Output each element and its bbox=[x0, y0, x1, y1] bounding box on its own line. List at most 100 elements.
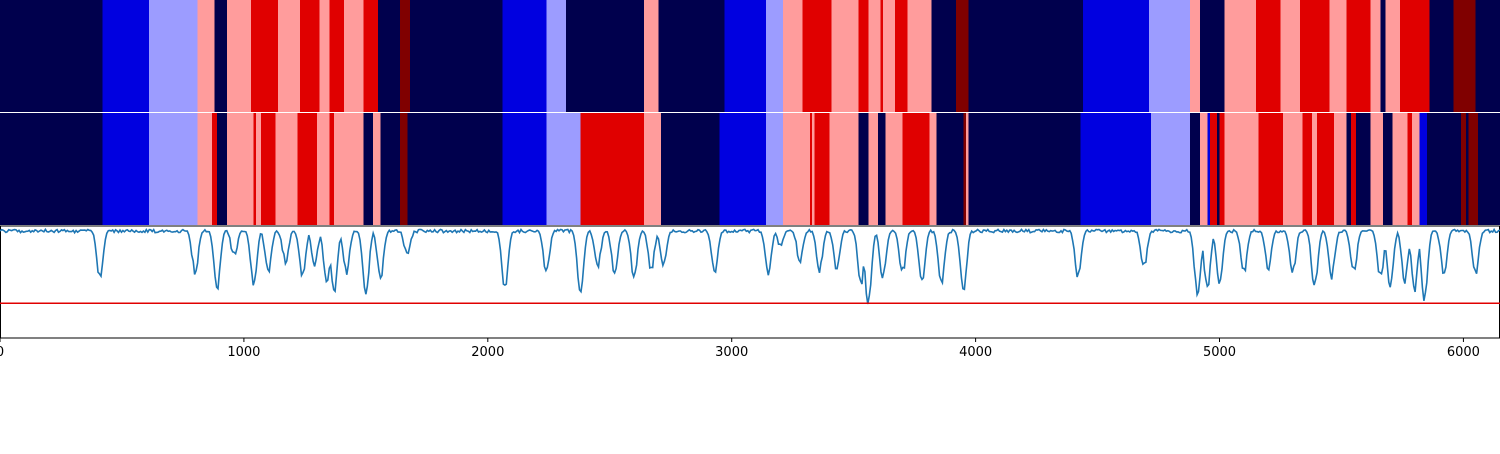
heatmap-cell bbox=[1200, 0, 1225, 112]
heatmap-cell bbox=[929, 113, 937, 225]
heatmap-cell bbox=[878, 113, 886, 225]
heatmap-cell bbox=[502, 0, 547, 112]
x-tick-label: 4000 bbox=[959, 345, 992, 360]
heatmap-cell bbox=[1082, 0, 1150, 112]
heatmap-cell bbox=[1224, 0, 1257, 112]
heatmap-cell bbox=[658, 0, 725, 112]
heatmap-cell bbox=[1346, 113, 1352, 225]
heatmap-row-bottom bbox=[0, 113, 1500, 225]
heatmap-cell bbox=[1207, 113, 1211, 225]
heatmap-cell bbox=[1219, 113, 1225, 225]
heatmap-cell bbox=[197, 113, 213, 225]
heatmap-cell bbox=[812, 113, 815, 225]
heatmap-cell bbox=[378, 0, 401, 112]
heatmap-cell bbox=[407, 113, 503, 225]
heatmap-cell bbox=[260, 113, 276, 225]
heatmap-row-top bbox=[0, 0, 1500, 112]
heatmap-cell bbox=[400, 0, 411, 112]
heatmap-cell bbox=[1346, 0, 1372, 112]
heatmap-cell bbox=[546, 0, 567, 112]
heatmap-cell bbox=[1280, 0, 1301, 112]
heatmap-cell bbox=[0, 113, 103, 225]
heatmap-cell bbox=[765, 0, 784, 112]
heatmap-cell bbox=[1148, 0, 1191, 112]
heatmap-cell bbox=[1190, 113, 1201, 225]
heatmap-cell bbox=[1200, 113, 1208, 225]
heatmap-cell bbox=[643, 0, 659, 112]
heatmap-cell bbox=[1334, 113, 1347, 225]
heatmap-cell bbox=[1256, 0, 1281, 112]
heatmap-cell bbox=[1468, 113, 1479, 225]
heatmap-cell bbox=[546, 113, 581, 225]
heatmap-cell bbox=[931, 0, 957, 112]
heatmap-cell bbox=[502, 113, 547, 225]
heatmap-cell bbox=[1302, 113, 1313, 225]
heatmap-cell bbox=[1351, 113, 1357, 225]
x-axis: 0 1000 2000 3000 4000 5000 6000 bbox=[0, 338, 1480, 360]
heatmap-cell bbox=[1400, 0, 1430, 112]
heatmap-cell bbox=[102, 0, 150, 112]
heatmap-cell bbox=[278, 0, 301, 112]
heatmap-cell bbox=[565, 0, 645, 112]
heatmap-cell bbox=[963, 113, 967, 225]
heatmap-cell bbox=[363, 0, 379, 112]
heatmap-cell bbox=[256, 113, 262, 225]
heatmap-cell bbox=[868, 113, 879, 225]
heatmap-cell bbox=[1312, 113, 1318, 225]
heatmap-cell bbox=[317, 113, 330, 225]
heatmap-cell bbox=[0, 0, 103, 112]
heatmap-cell bbox=[1080, 113, 1152, 225]
heatmap-cell bbox=[782, 0, 803, 112]
heatmap-cell bbox=[251, 0, 279, 112]
heatmap-cell bbox=[1407, 113, 1413, 225]
heatmap-cell bbox=[334, 113, 364, 225]
x-tick-label: 2000 bbox=[471, 345, 504, 360]
heatmap-cell bbox=[719, 113, 767, 225]
heatmap-cell bbox=[880, 0, 884, 112]
heatmap-cell bbox=[400, 113, 408, 225]
line-panel bbox=[0, 225, 1500, 339]
heatmap-cell bbox=[329, 113, 335, 225]
heatmap-cell bbox=[968, 113, 1081, 225]
heatmap-cell bbox=[1392, 113, 1408, 225]
x-tick-label: 0 bbox=[0, 345, 4, 360]
heatmap-cell bbox=[802, 0, 833, 112]
heatmap-cell bbox=[297, 113, 318, 225]
heatmap-cell bbox=[907, 0, 933, 112]
heatmap-cell bbox=[197, 0, 215, 112]
heatmap-cell bbox=[643, 113, 662, 225]
heatmap-cell bbox=[829, 113, 859, 225]
heatmap-cell bbox=[319, 0, 330, 112]
heatmap-cell bbox=[1209, 113, 1218, 225]
heatmap-cell bbox=[343, 0, 364, 112]
heatmap-cell bbox=[1217, 113, 1220, 225]
heatmap-cell bbox=[968, 0, 1084, 112]
heatmap-cell bbox=[148, 113, 198, 225]
x-tick-label: 6000 bbox=[1447, 345, 1480, 360]
heatmap-cell bbox=[1475, 0, 1500, 112]
heatmap-cell bbox=[1224, 113, 1259, 225]
heatmap-cell bbox=[580, 113, 645, 225]
heatmap-cell bbox=[858, 0, 869, 112]
heatmap-cell bbox=[1282, 113, 1303, 225]
heatmap-cell bbox=[902, 113, 930, 225]
heatmap-cell bbox=[253, 113, 257, 225]
heatmap-cell bbox=[1380, 0, 1386, 112]
heatmap-cell bbox=[1190, 0, 1201, 112]
heatmap-cell bbox=[765, 113, 784, 225]
heatmap-cell bbox=[1385, 0, 1401, 112]
heatmap-cell bbox=[1429, 0, 1454, 112]
heatmap-cell bbox=[814, 113, 830, 225]
heatmap-cell bbox=[275, 113, 298, 225]
heatmap-cell bbox=[363, 113, 374, 225]
heatmap-cell bbox=[1382, 113, 1393, 225]
heatmap-cell bbox=[148, 0, 198, 112]
heatmap-cell bbox=[858, 113, 869, 225]
heatmap-cell bbox=[329, 0, 345, 112]
heatmap-cell bbox=[102, 113, 150, 225]
heatmap-cell bbox=[1356, 113, 1372, 225]
heatmap-cell bbox=[409, 0, 503, 112]
heatmap-cell bbox=[965, 113, 969, 225]
heatmap-cell bbox=[782, 113, 811, 225]
